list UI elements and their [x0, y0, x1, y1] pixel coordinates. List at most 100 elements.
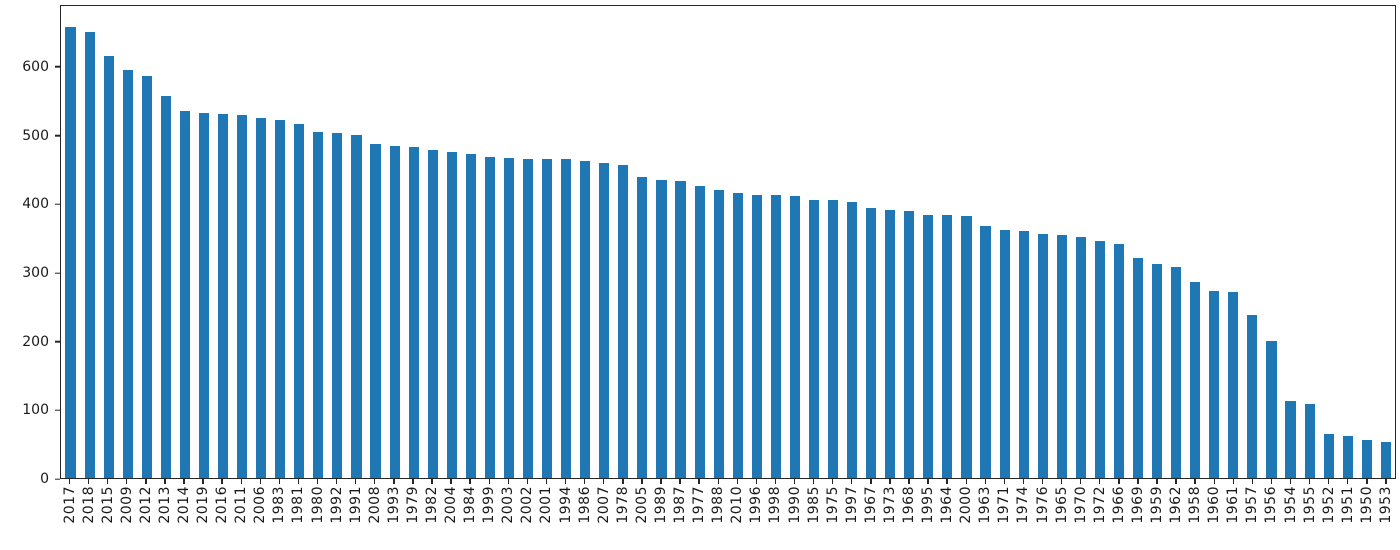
x-label-slot: 1997 — [842, 486, 861, 524]
x-tick-mark — [183, 479, 185, 484]
x-tick-mark — [889, 479, 891, 484]
bar-slot — [1262, 6, 1281, 478]
y-tick-label: 100 — [22, 402, 49, 419]
x-tick-label-1965: 1965 — [1053, 486, 1070, 524]
x-label-slot: 2000 — [957, 486, 976, 524]
y-tick-label: 600 — [22, 58, 49, 75]
bar-slot — [61, 6, 80, 478]
bar-slot — [557, 6, 576, 478]
x-tick-slot — [1090, 479, 1109, 484]
x-tick-mark — [1289, 479, 1292, 484]
x-label-slot: 1950 — [1357, 486, 1376, 524]
x-tick-label-2001: 2001 — [538, 486, 555, 524]
bar-slot — [480, 6, 499, 478]
x-tick-mark — [450, 479, 452, 484]
bar-1954 — [1285, 401, 1296, 478]
bar-slot — [728, 6, 747, 478]
x-tick-mark — [1099, 479, 1101, 484]
x-tick-label-1950: 1950 — [1358, 486, 1375, 524]
x-label-row: 2017 2018 2015 2009 2012 2013 2014 2019 2016 2011… — [60, 486, 1396, 524]
x-tick-mark — [68, 479, 71, 484]
bar-2000 — [961, 216, 972, 478]
x-label-slot: 1969 — [1128, 486, 1147, 524]
x-tick-label-2000: 2000 — [958, 486, 975, 524]
bar-1993 — [389, 146, 400, 478]
y-tick-mark — [55, 203, 60, 205]
x-tick-mark — [851, 479, 853, 484]
x-tick-label-1991: 1991 — [347, 486, 364, 524]
bar-1996 — [751, 195, 762, 478]
bar-1968 — [904, 211, 915, 478]
x-tick-slot — [98, 479, 117, 484]
x-tick-slot — [365, 479, 384, 484]
x-label-slot: 2013 — [155, 486, 174, 524]
bar-slot — [900, 6, 919, 478]
x-tick-label-2012: 2012 — [137, 486, 154, 524]
x-tick-mark — [698, 479, 700, 484]
x-label-slot: 1983 — [270, 486, 289, 524]
y-tick-label: 300 — [22, 264, 49, 281]
x-tick-label-1995: 1995 — [920, 486, 937, 524]
x-label-slot: 1970 — [1071, 486, 1090, 524]
x-tick-slot — [880, 479, 899, 484]
x-label-slot: 1976 — [1033, 486, 1052, 524]
x-tick-mark — [545, 479, 548, 484]
x-label-slot: 1979 — [403, 486, 422, 524]
bar-slot — [709, 6, 728, 478]
bar-slot — [919, 6, 938, 478]
bar-2003 — [503, 157, 515, 478]
x-tick-slot — [594, 479, 613, 484]
x-tick-mark — [1003, 479, 1006, 484]
x-tick-label-1962: 1962 — [1168, 486, 1185, 524]
x-tick-mark — [755, 479, 758, 484]
x-tick-label-1979: 1979 — [404, 486, 421, 524]
x-label-slot: 1978 — [613, 486, 632, 524]
x-tick-slot — [613, 479, 632, 484]
x-tick-mark — [126, 479, 128, 484]
x-tick-mark — [355, 479, 357, 484]
x-tick-label-1957: 1957 — [1244, 486, 1261, 524]
bar-1969 — [1132, 258, 1144, 478]
x-tick-slot — [1319, 479, 1338, 484]
x-tick-slot — [232, 479, 251, 484]
bar-slot — [1090, 6, 1109, 478]
x-tick-label-2014: 2014 — [176, 486, 192, 524]
x-tick-label-1952: 1952 — [1320, 486, 1337, 524]
y-tick-label: 0 — [40, 471, 49, 487]
bar-2012 — [141, 75, 152, 478]
bar-slot — [804, 6, 823, 478]
x-tick-label-2010: 2010 — [729, 486, 746, 524]
bar-1997 — [847, 201, 858, 478]
y-tick-mark — [55, 134, 60, 137]
x-tick-slot — [1357, 479, 1376, 484]
bar-slot — [137, 6, 156, 478]
x-tick-mark — [965, 479, 967, 484]
bar-slot — [538, 6, 557, 478]
bar-slot — [1338, 6, 1357, 478]
x-tick-mark — [221, 479, 223, 484]
x-label-slot: 1998 — [766, 486, 785, 524]
x-tick-mark — [145, 479, 147, 484]
x-tick-mark — [1328, 479, 1330, 484]
bar-slot — [1243, 6, 1262, 478]
x-tick-label-1960: 1960 — [1206, 486, 1223, 524]
bar-1958 — [1190, 282, 1201, 478]
x-label-slot: 2019 — [194, 486, 213, 524]
x-tick-slot — [79, 479, 98, 484]
bar-slot — [938, 6, 957, 478]
x-tick-mark — [259, 479, 262, 484]
x-tick-mark — [107, 479, 109, 484]
x-tick-slot — [174, 479, 193, 484]
x-label-slot: 1966 — [1109, 486, 1128, 524]
x-tick-label-1993: 1993 — [385, 486, 402, 524]
bar-slot — [404, 6, 423, 478]
x-tick-slot — [499, 479, 518, 484]
x-label-slot: 1968 — [899, 486, 918, 524]
x-tick-label-1958: 1958 — [1187, 486, 1204, 524]
bar-2005 — [637, 177, 648, 478]
x-tick-mark — [1137, 479, 1139, 484]
x-tick-slot — [442, 479, 461, 484]
x-axis: 2017 2018 2015 2009 2012 2013 2014 2019 2016 2011… — [60, 479, 1396, 524]
x-tick-label-1951: 1951 — [1339, 486, 1356, 524]
bar-2015 — [103, 55, 114, 478]
